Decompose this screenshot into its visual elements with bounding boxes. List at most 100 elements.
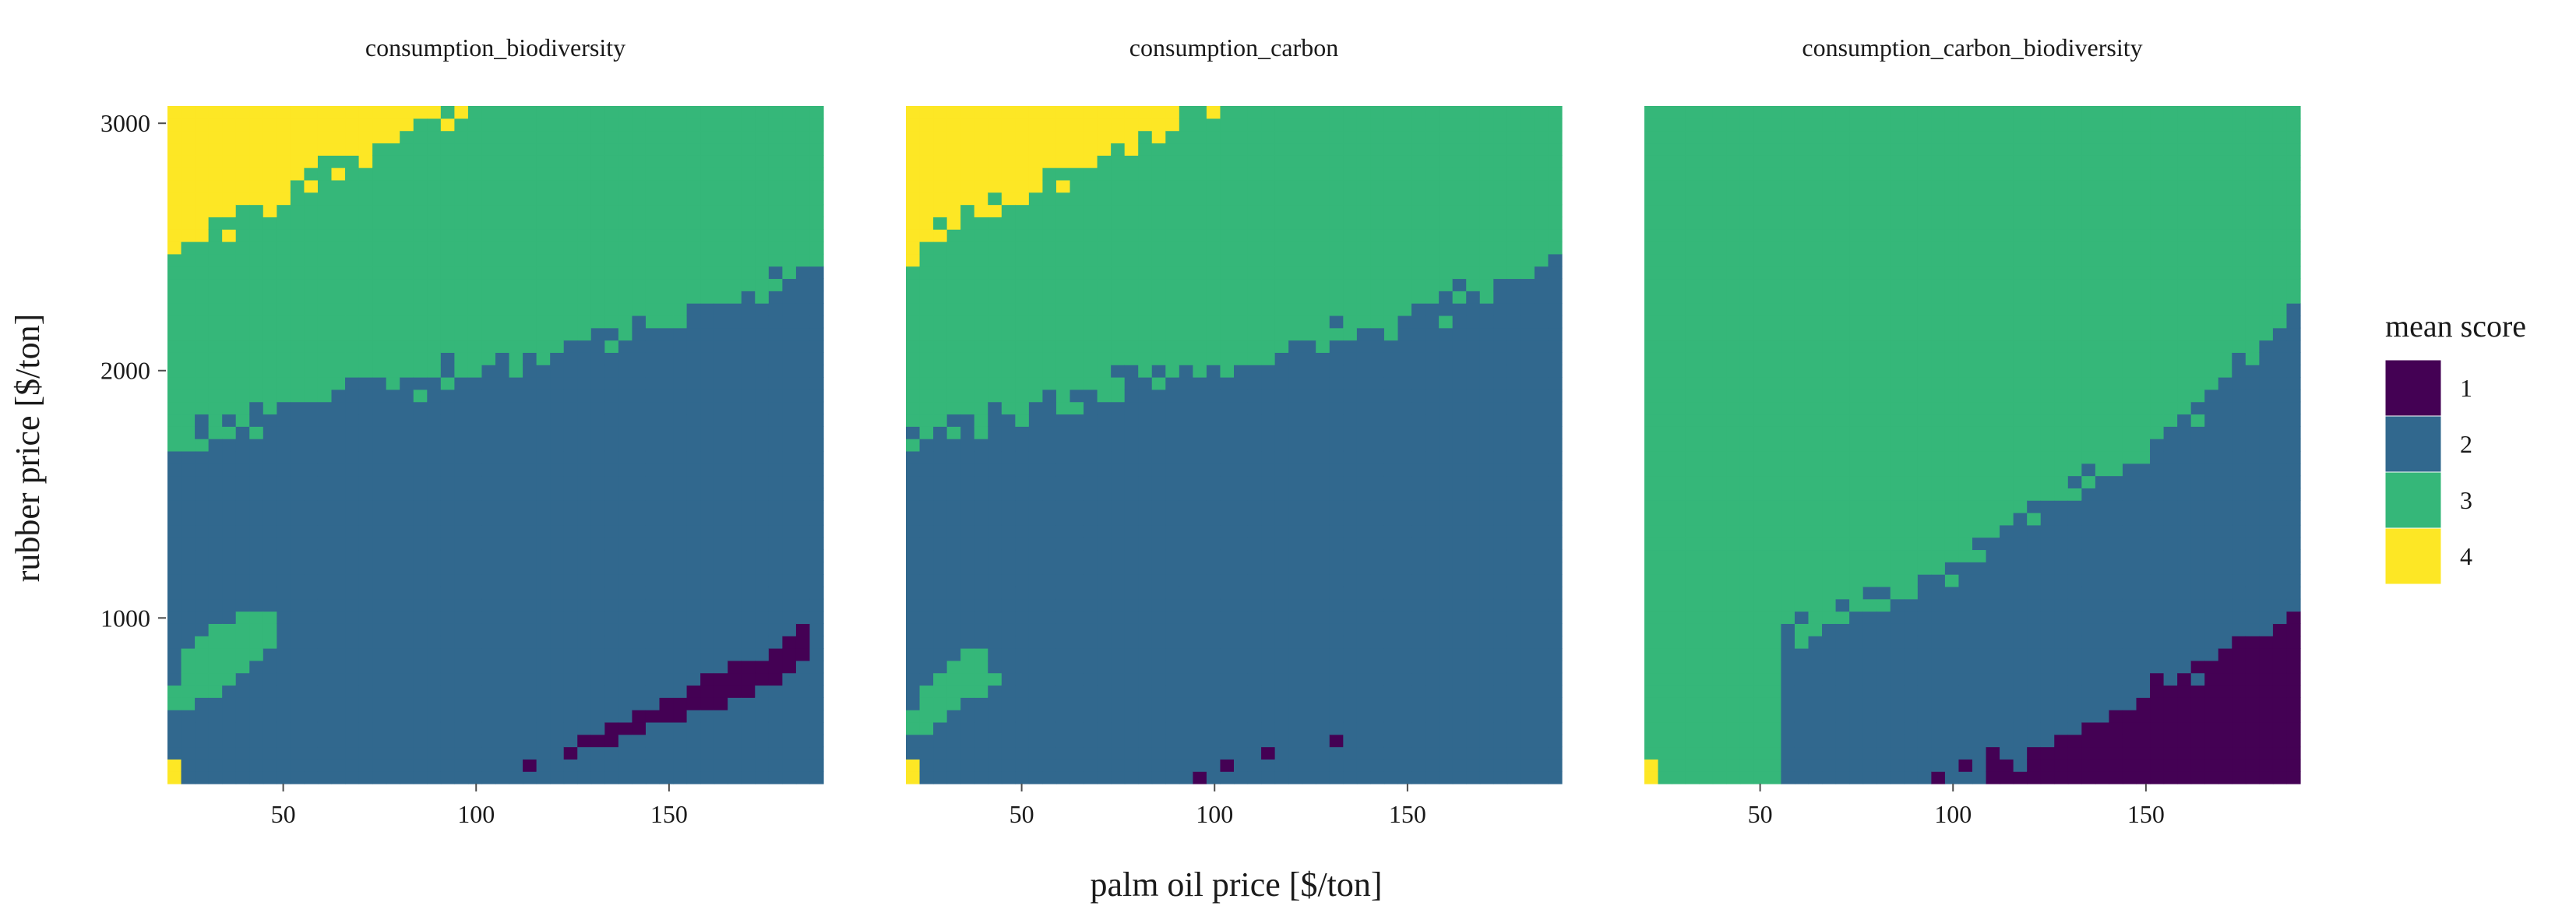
heatmap-cell (331, 143, 346, 156)
heatmap-cell (728, 636, 742, 649)
heatmap-cell (550, 759, 565, 772)
heatmap-cell (277, 623, 291, 636)
heatmap-cell (1329, 734, 1344, 748)
heatmap-cell (563, 672, 578, 686)
heatmap-cell (181, 648, 196, 661)
heatmap-cell (1070, 426, 1084, 439)
heatmap-cell (1425, 278, 1440, 291)
heatmap-cell (714, 636, 728, 649)
heatmap-cell (1343, 574, 1358, 587)
heatmap-cell (467, 759, 483, 772)
heatmap-cell (427, 266, 442, 280)
heatmap-cell (1356, 389, 1372, 403)
heatmap-cell (181, 439, 196, 452)
heatmap-cell (290, 697, 305, 710)
heatmap-cell (440, 648, 455, 661)
heatmap-cell (632, 155, 647, 168)
heatmap-cell (427, 488, 442, 501)
heatmap-cell (249, 721, 264, 735)
heatmap-cell (563, 746, 578, 760)
heatmap-cell (386, 721, 400, 735)
heatmap-cell (1343, 340, 1358, 353)
heatmap-cell (509, 450, 523, 464)
heatmap-cell (1042, 414, 1057, 427)
heatmap-cell (632, 179, 647, 193)
heatmap-cell (1288, 710, 1303, 723)
heatmap-cell (809, 278, 824, 291)
heatmap-cell (167, 450, 182, 464)
heatmap-cell (1179, 340, 1193, 353)
heatmap-cell (1316, 710, 1330, 723)
heatmap-cell (523, 549, 537, 562)
heatmap-cell (755, 167, 770, 181)
heatmap-cell (728, 401, 742, 415)
heatmap-cell (1466, 463, 1481, 477)
heatmap-cell (1220, 537, 1235, 551)
heatmap-cell (1343, 365, 1358, 378)
heatmap-cell (728, 574, 742, 587)
heatmap-cell (1070, 771, 1084, 784)
heatmap-cell (782, 377, 797, 390)
heatmap-cell (728, 389, 742, 403)
heatmap-cell (1111, 167, 1126, 181)
heatmap-cell (1370, 340, 1385, 353)
heatmap-cell (1015, 426, 1030, 439)
heatmap-cell (413, 365, 428, 378)
heatmap-cell (1316, 759, 1330, 772)
heatmap-cell (686, 143, 701, 156)
heatmap-cell (768, 746, 783, 760)
heatmap-cell (1466, 771, 1481, 784)
heatmap-cell (317, 537, 333, 551)
heatmap-cell (495, 315, 510, 329)
heatmap-cell (1028, 167, 1044, 181)
heatmap-cell (632, 513, 647, 526)
heatmap-cell (919, 439, 934, 452)
heatmap-cell (960, 229, 975, 242)
heatmap-cell (1111, 426, 1126, 439)
heatmap-cell (427, 771, 442, 784)
heatmap-cell (290, 586, 305, 600)
heatmap-cell (1411, 648, 1426, 661)
heatmap-cell (481, 549, 496, 562)
heatmap-cell (345, 746, 360, 760)
heatmap-cell (1206, 204, 1221, 217)
heatmap-cell (440, 167, 455, 181)
heatmap-cell (277, 130, 291, 144)
heatmap-cell (1055, 327, 1071, 341)
heatmap-cell (1206, 598, 1221, 612)
heatmap-cell (960, 450, 975, 464)
heatmap-cell (782, 672, 797, 686)
heatmap-cell (1397, 450, 1412, 464)
heatmap-cell (1370, 574, 1385, 587)
heatmap-cell (536, 204, 551, 217)
heatmap-cell (1302, 192, 1316, 206)
heatmap-cell (714, 771, 728, 784)
heatmap-cell (345, 414, 360, 427)
heatmap-cell (1097, 524, 1112, 538)
heatmap-cell (795, 759, 811, 772)
heatmap-cell (1397, 488, 1412, 501)
heatmap-cell (386, 204, 400, 217)
heatmap-cell (386, 340, 400, 353)
heatmap-cell (809, 710, 824, 723)
heatmap-cell (1206, 759, 1221, 772)
heatmap-cell (167, 130, 182, 144)
heatmap-cell (1097, 179, 1112, 193)
heatmap-cell (960, 414, 975, 427)
heatmap-cell (1288, 746, 1303, 760)
heatmap-cell (304, 710, 319, 723)
heatmap-cell (167, 759, 182, 772)
heatmap-cell (659, 513, 674, 526)
heatmap-cell (659, 179, 674, 193)
heatmap-cell (686, 685, 701, 698)
heatmap-cell (741, 734, 756, 748)
heatmap-cell (1055, 623, 1071, 636)
heatmap-cell (632, 771, 647, 784)
heatmap-cell (454, 524, 469, 538)
heatmap-cell (208, 475, 223, 488)
heatmap-cell (728, 365, 742, 378)
heatmap-cell (263, 672, 277, 686)
heatmap-cell (1179, 759, 1193, 772)
heatmap-cell (386, 450, 400, 464)
heatmap-cell (974, 463, 988, 477)
